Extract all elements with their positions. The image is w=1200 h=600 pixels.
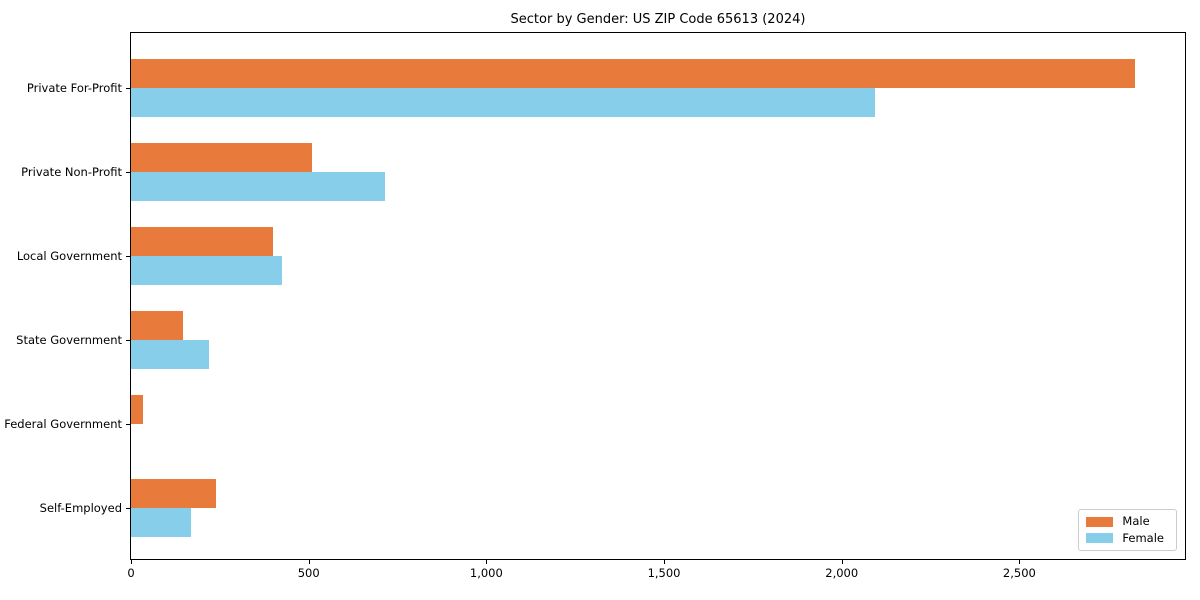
x-tick-mark-2000 [841,560,843,564]
legend: Male Female [1078,509,1177,551]
bar-male-private-non-profit [131,143,312,172]
x-tick-label-500: 500 [297,566,320,580]
bar-female-private-for-profit [131,88,875,117]
y-tick-label-local-government: Local Government [16,249,122,263]
chart-title: Sector by Gender: US ZIP Code 65613 (202… [510,12,806,27]
plot-area: Male Female [130,32,1186,560]
x-tick-mark-0 [131,560,132,564]
y-tick-label-private-for-profit: Private For-Profit [26,81,122,95]
legend-item-female: Female [1086,530,1164,545]
y-tick-mark-private-for-profit [126,88,130,89]
y-tick-mark-private-non-profit [126,172,130,173]
y-tick-mark-local-government [126,256,130,257]
bar-male-federal-government [131,395,143,424]
x-tick-label-1000: 1,000 [469,566,503,580]
x-tick-mark-1500 [664,560,666,564]
bar-female-local-government [131,256,282,285]
bar-male-state-government [131,311,183,340]
bar-male-self-employed [131,479,216,508]
y-tick-label-self-employed: Self-Employed [39,501,122,515]
x-tick-label-2500: 2,500 [1002,566,1036,580]
bar-female-private-non-profit [131,172,385,201]
bar-female-state-government [131,340,209,369]
x-tick-label-2000: 2,000 [825,566,859,580]
legend-swatch-male [1086,516,1114,527]
x-tick-label-0: 0 [127,566,135,580]
y-tick-mark-state-government [126,340,130,341]
y-tick-label-private-non-profit: Private Non-Profit [21,165,122,179]
x-tick-mark-2500 [1019,560,1021,564]
bar-male-local-government [131,227,273,256]
x-tick-label-1500: 1,500 [647,566,681,580]
legend-label-female: Female [1122,530,1164,545]
x-tick-mark-1000 [486,560,488,564]
x-tick-mark-500 [308,560,310,564]
y-tick-mark-federal-government [126,424,130,425]
y-tick-label-state-government: State Government [16,333,122,347]
legend-item-male: Male [1086,514,1164,528]
bar-female-self-employed [131,508,191,537]
legend-swatch-female [1086,533,1114,544]
y-tick-mark-self-employed [126,508,130,509]
y-tick-label-federal-government: Federal Government [4,417,122,431]
bar-male-private-for-profit [131,59,1135,88]
legend-label-male: Male [1122,514,1150,528]
